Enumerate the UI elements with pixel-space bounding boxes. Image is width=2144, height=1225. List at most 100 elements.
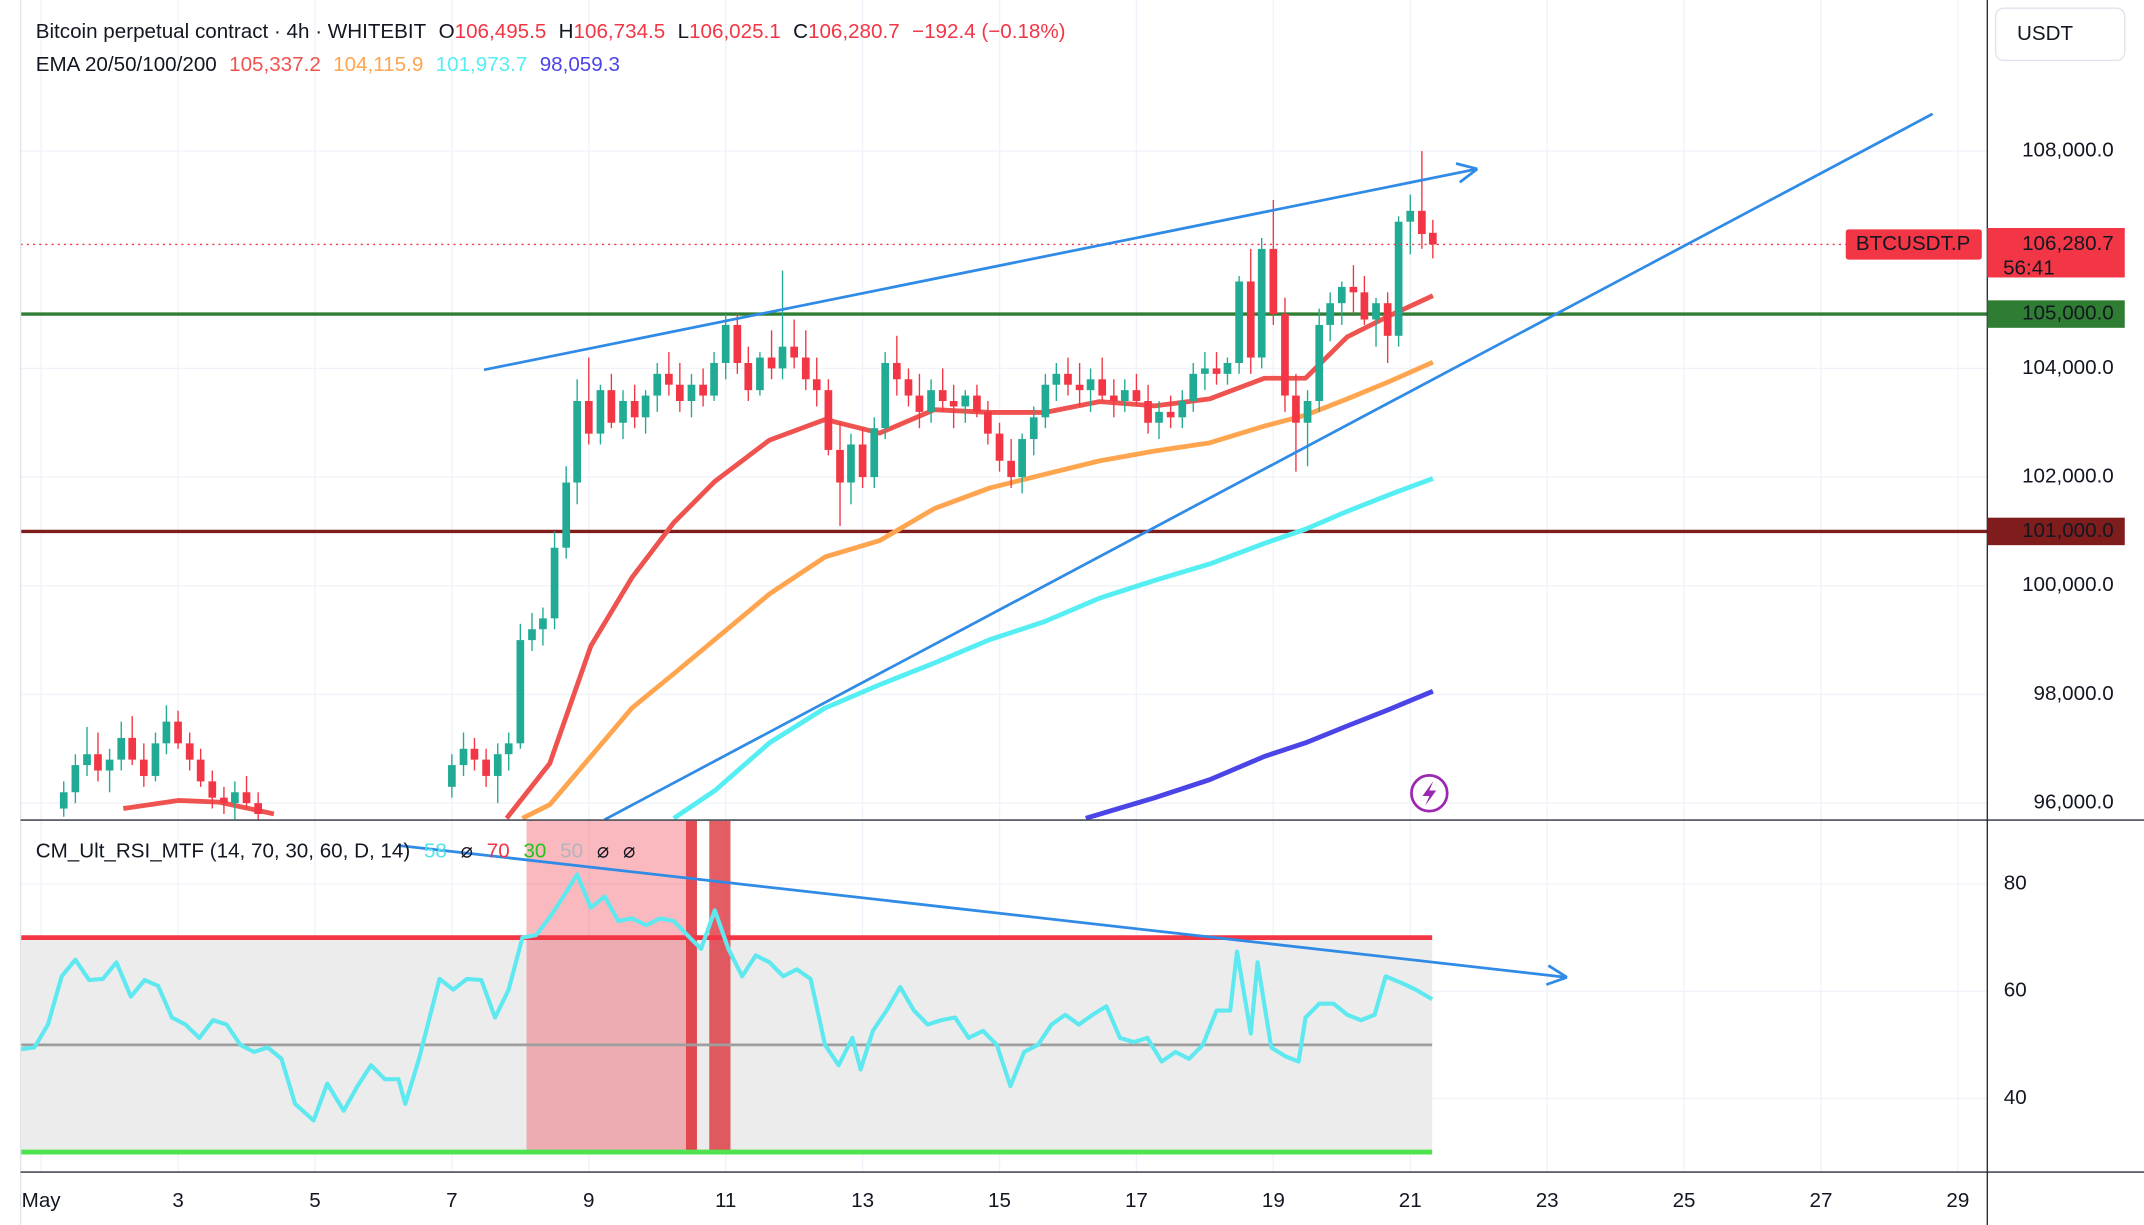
candle-body: [892, 362, 901, 380]
ohlc-value: 106,025.1: [689, 20, 781, 43]
candle-body: [858, 444, 867, 478]
candle-body: [1201, 368, 1209, 374]
currency: USDT: [2017, 22, 2074, 45]
candle-body: [790, 346, 799, 358]
ema-line: [1085, 689, 1434, 820]
candle-body: [1406, 210, 1415, 222]
candle-body: [1326, 303, 1335, 325]
candle-body: [162, 721, 171, 744]
candle-body: [470, 748, 479, 760]
chart-header: Bitcoin perpetual contract · 4h · WHITEB…: [36, 20, 1066, 43]
candle-body: [482, 759, 490, 776]
candle-body: [139, 759, 148, 776]
candle-body: [653, 373, 662, 396]
candle-body: [71, 765, 80, 793]
candle-body: [231, 792, 239, 804]
ohlc-value: 106,734.5: [574, 20, 666, 43]
candle-body: [1257, 248, 1266, 358]
candle-body: [105, 759, 114, 771]
trendline: [483, 167, 1478, 372]
overlay: Bitcoin perpetual contract · 4h · WHITEB…: [36, 20, 1066, 862]
ohlc-value: 106,495.5: [455, 20, 547, 43]
candle-body: [1029, 417, 1038, 440]
axes: USDT 96,000.0 98,000.0 100,000.0 102,000.0 1…: [19, 0, 2144, 1225]
candle-body: [1303, 401, 1312, 423]
candle-body: [528, 629, 536, 641]
candle-body: [1315, 324, 1324, 402]
candle-body: [699, 384, 707, 396]
candle-body: [881, 362, 890, 429]
candle-body: [665, 373, 673, 385]
candle-body: [1086, 379, 1095, 391]
ohlc-value: 106,280.7: [808, 20, 900, 43]
overlay-legend-value: 101,973.7: [436, 53, 528, 76]
alert-bolt: [1422, 780, 1437, 806]
x-tick-label: 29: [1946, 1189, 1969, 1212]
y-tick-label: 104,000.0: [2022, 356, 2114, 379]
x-tick-label: 3: [172, 1189, 183, 1212]
candle-body: [448, 765, 456, 787]
rsi-legend-value: 58: [424, 840, 447, 863]
price-pane: [20, 112, 1988, 820]
candle-body: [174, 721, 182, 744]
x-tick-label: 7: [446, 1189, 457, 1212]
candle-body: [584, 401, 593, 434]
candle-body: [242, 792, 251, 804]
candle-body: [744, 362, 753, 391]
candle-body: [1394, 221, 1403, 336]
candle-body: [117, 737, 126, 760]
overbought-highlight: [709, 820, 731, 1153]
candle-body: [1178, 401, 1187, 418]
level-label-box: [1987, 300, 2125, 328]
candle-body: [927, 390, 935, 412]
ohlc-label: C: [793, 20, 808, 43]
candle-body: [1212, 368, 1221, 374]
candle-body: [824, 390, 833, 450]
candle-body: [1372, 303, 1380, 320]
x-tick-label: 17: [1125, 1189, 1148, 1212]
trendline-arrow: [1547, 964, 1568, 979]
candle-body: [493, 754, 502, 776]
candle-body: [1075, 384, 1084, 391]
candle-body: [1098, 379, 1107, 396]
candle-body: [995, 433, 1004, 461]
candle-body: [459, 748, 468, 766]
candle-body: [812, 379, 821, 391]
candle-body: [1235, 281, 1243, 363]
candle-body: [1041, 384, 1050, 418]
alert-icon[interactable]: [1410, 774, 1449, 813]
ema-line: [672, 476, 1434, 820]
symbol-label: BTCUSDT.P: [1856, 232, 1970, 255]
candle-body: [641, 395, 650, 418]
trendline: [603, 112, 1934, 820]
candle-body: [961, 395, 970, 407]
candle-body: [196, 759, 205, 782]
candle-body: [1018, 439, 1026, 478]
candle-body: [504, 743, 513, 755]
candle-body: [1166, 411, 1175, 418]
candle-body: [1418, 210, 1426, 235]
trendline-arrow: [1545, 976, 1568, 986]
x-tick-label: 15: [988, 1189, 1011, 1212]
candle-body: [1052, 373, 1061, 385]
candle-body: [1428, 232, 1437, 245]
x-tick-label: 11: [715, 1189, 736, 1212]
x-tick-label: 9: [583, 1189, 594, 1212]
trendline-arrow: [1455, 162, 1478, 171]
last-price-label: 106,280.7: [2022, 232, 2114, 255]
symbol-label-box: [1845, 229, 1982, 260]
last-price-box: [1987, 227, 2125, 278]
y-tick-label: 80: [2004, 871, 2027, 894]
candle-body: [675, 384, 684, 402]
candle-body: [220, 797, 228, 804]
ohlc-label: L: [678, 20, 689, 43]
currency-button[interactable]: [1994, 7, 2126, 62]
candle-body: [630, 401, 639, 418]
candle-body: [151, 743, 160, 776]
candle-body: [973, 395, 981, 412]
rsi-legend-value: ⌀: [597, 840, 609, 863]
candle-body: [208, 781, 217, 798]
candle-body: [550, 547, 559, 619]
y-tick-label: 60: [2004, 979, 2027, 1002]
candle-body: [1292, 395, 1300, 423]
